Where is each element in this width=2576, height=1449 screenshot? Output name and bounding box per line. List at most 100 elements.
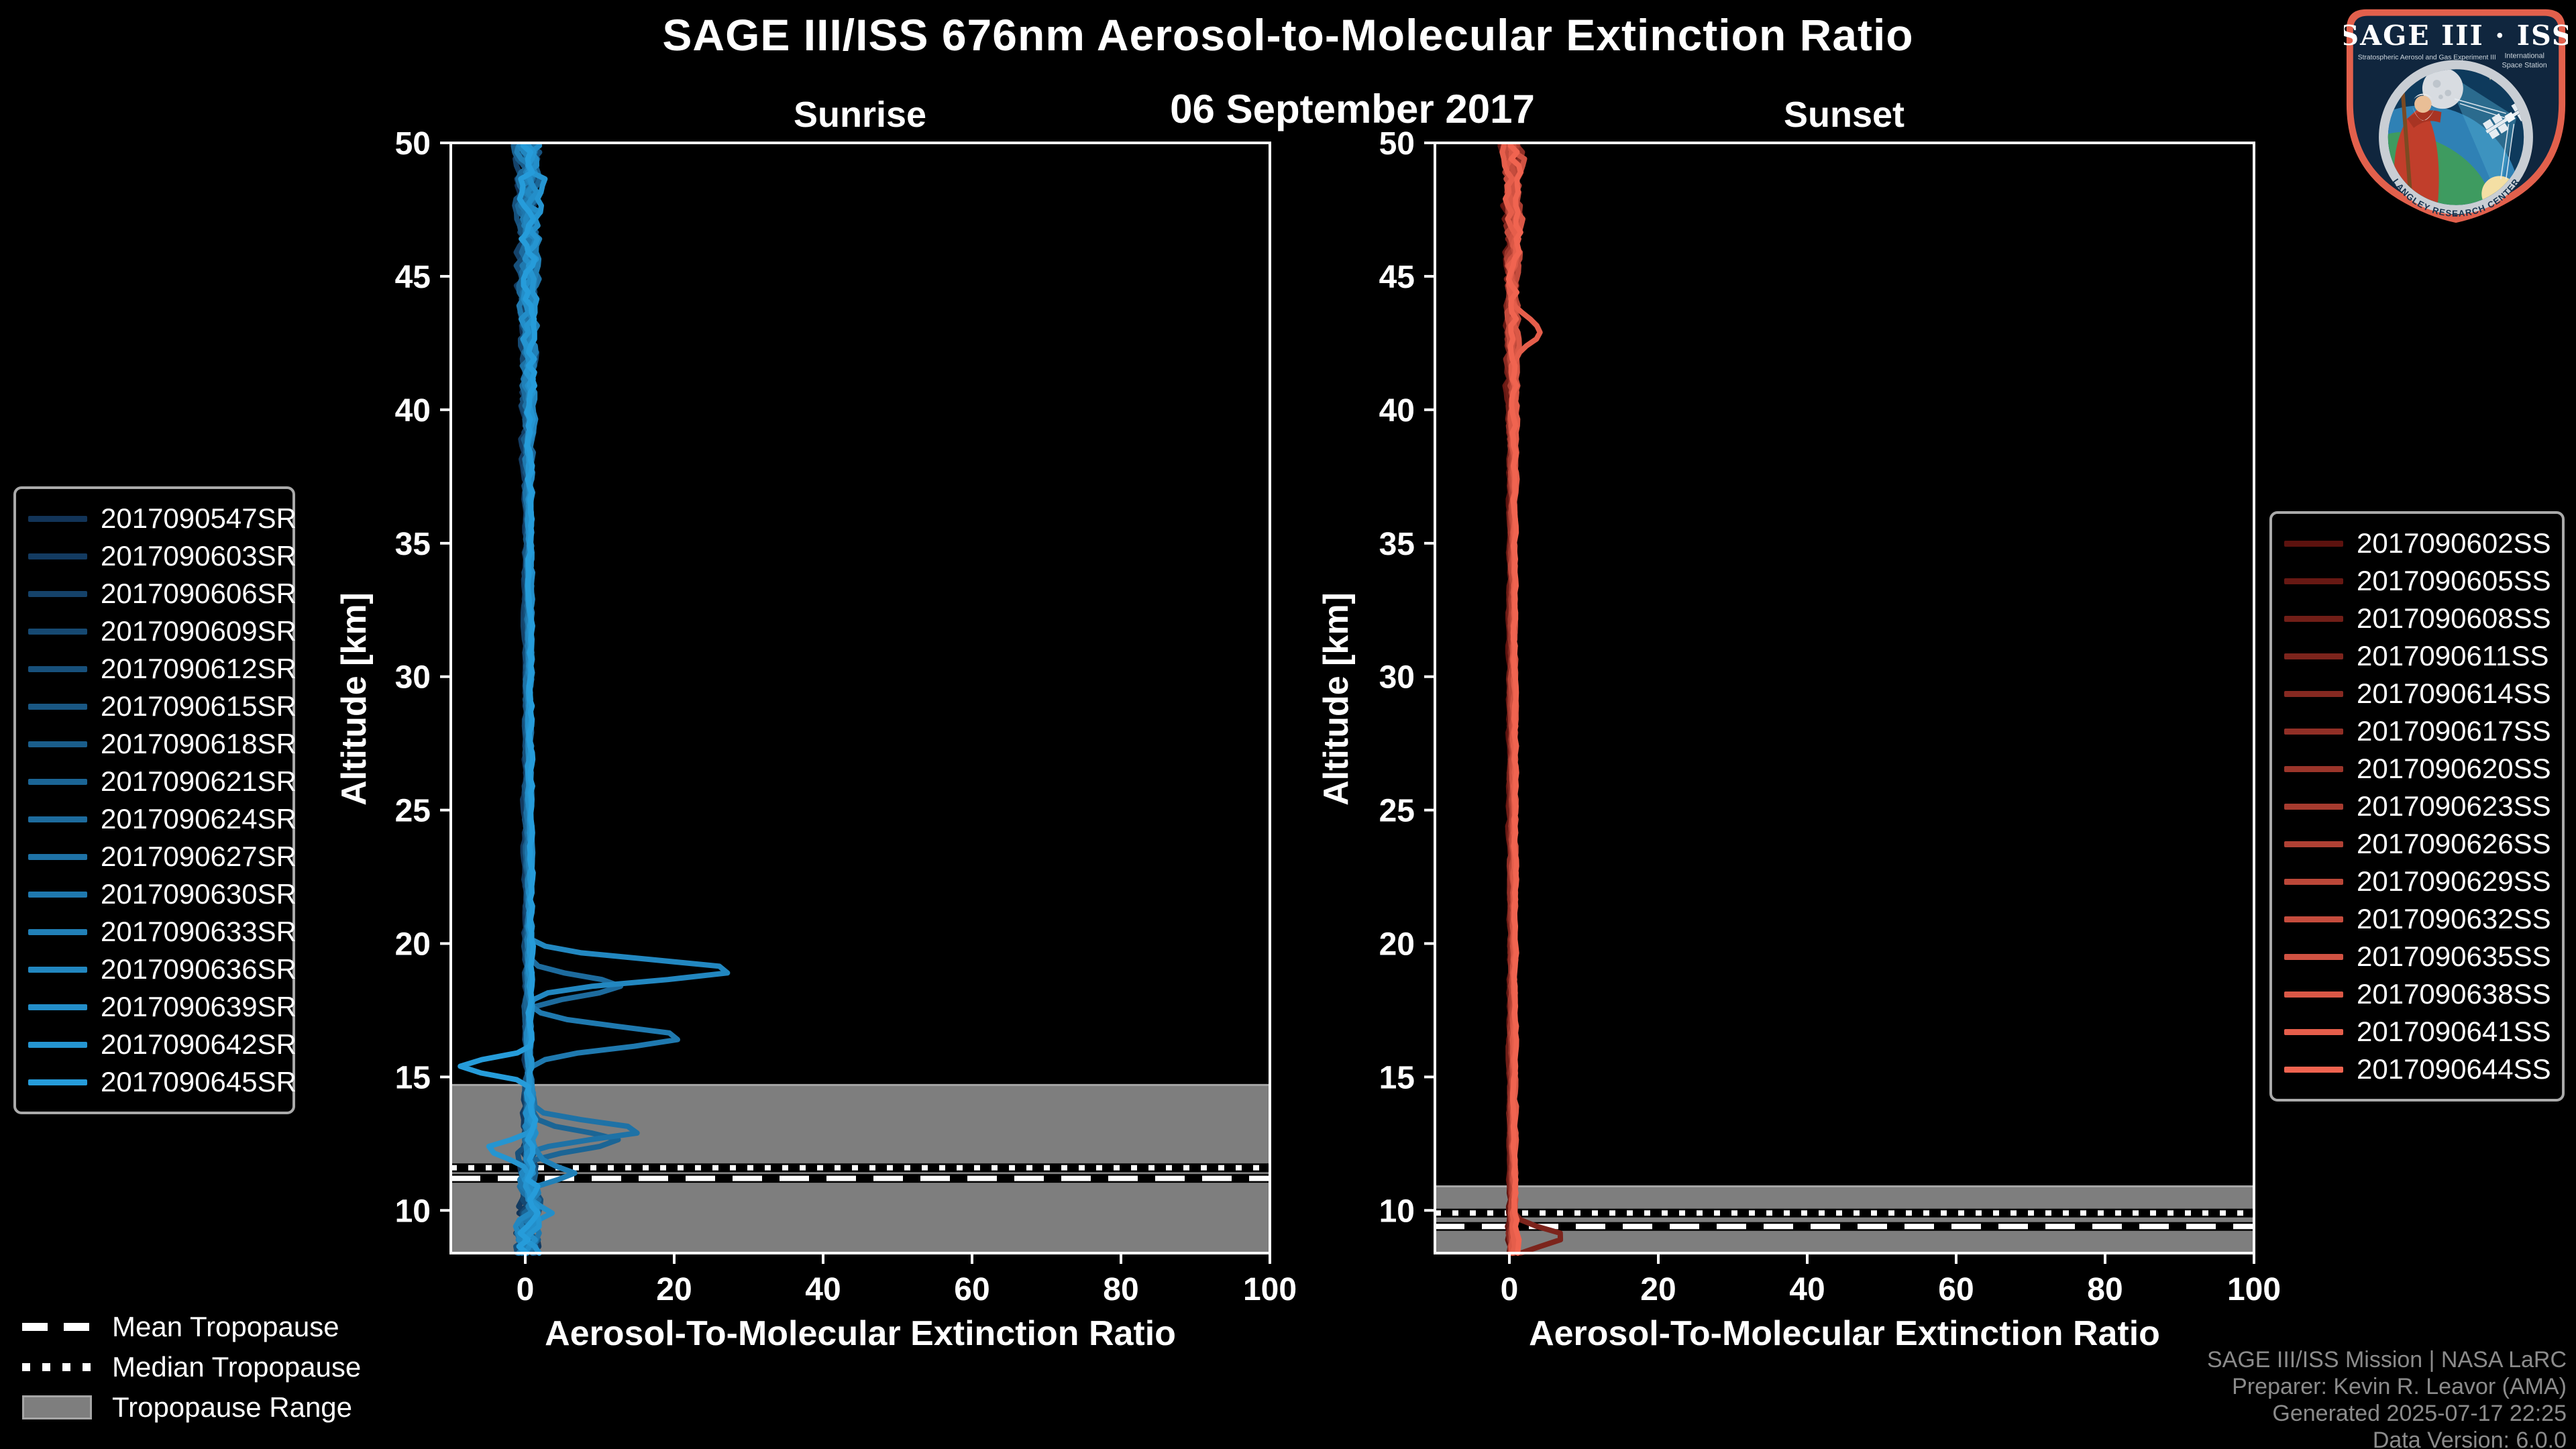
- y-tick-label: 30: [1379, 660, 1415, 696]
- mission-credit: SAGE III/ISS Mission | NASA LaRC: [2206, 1347, 2567, 1373]
- legend-item: 2017090602SS: [2284, 525, 2551, 562]
- legend-label: 2017090621SR: [101, 765, 297, 797]
- legend-item: 2017090635SS: [2284, 938, 2551, 975]
- legend-swatch: [2284, 991, 2343, 998]
- legend-swatch: [28, 741, 87, 747]
- legend-item: 2017090630SR: [28, 875, 297, 913]
- legend-swatch: [28, 553, 87, 559]
- x-tick-label: 40: [1789, 1272, 1825, 1307]
- legend-swatch: [28, 816, 87, 822]
- x-tick-label: 40: [805, 1272, 841, 1307]
- y-tick-label: 35: [395, 527, 431, 562]
- legend-swatch: [2284, 1066, 2343, 1073]
- legend-item: 2017090642SR: [28, 1026, 297, 1063]
- logo-subtitle-right-1: International: [2504, 52, 2544, 60]
- y-tick-label: 20: [395, 927, 431, 963]
- generated-timestamp: Generated 2025-07-17 22:25: [2272, 1401, 2567, 1426]
- moon-icon: [2422, 69, 2463, 109]
- median-tropopause-label: Median Tropopause: [112, 1351, 362, 1383]
- data-version: Data Version: 6.0.0: [2372, 1428, 2567, 1449]
- legend-swatch: [2284, 1028, 2343, 1035]
- mean-tropopause-legend-item: Mean Tropopause: [22, 1307, 361, 1347]
- legend-item: 2017090624SR: [28, 800, 297, 838]
- sunrise-x-axis-label: Aerosol-To-Molecular Extinction Ratio: [545, 1314, 1176, 1353]
- profile-line-2017090645SR: [458, 143, 541, 1256]
- legend-swatch: [28, 1004, 87, 1010]
- sunset-plot: 0 20 40 60 80 100 10 15 20 25 30 35 40 45 50: [1379, 126, 2281, 1307]
- legend-swatch: [2284, 615, 2343, 622]
- legend-swatch: [2284, 916, 2343, 922]
- light-beam: [2444, 71, 2517, 198]
- date-title: 06 September 2017: [1170, 87, 1535, 131]
- legend-label: 2017090638SS: [2357, 978, 2551, 1010]
- y-tick-label: 10: [395, 1193, 431, 1229]
- legend-item: 2017090618SR: [28, 725, 297, 763]
- y-tick-label: 15: [1379, 1060, 1415, 1095]
- median-tropopause-legend-item: Median Tropopause: [22, 1347, 361, 1387]
- legend-label: 2017090623SS: [2357, 790, 2551, 822]
- x-tick-label: 20: [656, 1272, 692, 1307]
- legend-item: 2017090612SR: [28, 650, 297, 688]
- legend-swatch: [28, 665, 87, 672]
- y-tick-label: 25: [395, 794, 431, 829]
- legend-label: 2017090635SS: [2357, 941, 2551, 972]
- legend-label: 2017090602SS: [2357, 527, 2551, 559]
- x-tick-label: 80: [1103, 1272, 1138, 1307]
- legend-label: 2017090603SR: [101, 540, 297, 572]
- legend-swatch: [28, 1079, 87, 1085]
- legend-label: 2017090617SS: [2357, 715, 2551, 747]
- legend-label: 2017090612SR: [101, 653, 297, 684]
- x-tick-label: 0: [1501, 1272, 1519, 1307]
- sunrise-y-axis-label: Altitude [km]: [335, 592, 374, 806]
- sunset-legend: 2017090602SS 2017090605SS 2017090608SS 2017…: [2269, 511, 2565, 1102]
- dotted-line-icon: [22, 1363, 92, 1371]
- legend-label: 2017090626SS: [2357, 828, 2551, 859]
- legend-item: 2017090621SR: [28, 763, 297, 800]
- logo-title: SAGE III · ISS: [2344, 19, 2568, 52]
- legend-swatch: [28, 515, 87, 522]
- legend-swatch: [2284, 653, 2343, 659]
- y-tick-label: 50: [1379, 126, 1415, 162]
- sunrise-plot: 0 20 40 60 80 100 10 15 20 25 30 35 40 45 50: [395, 126, 1297, 1307]
- tropopause-range-legend-item: Tropopause Range: [22, 1387, 361, 1428]
- legend-item: 2017090614SS: [2284, 675, 2551, 712]
- sunset-x-axis-label: Aerosol-To-Molecular Extinction Ratio: [1529, 1314, 2160, 1353]
- legend-swatch: [2284, 841, 2343, 847]
- x-tick-label: 60: [1938, 1272, 1974, 1307]
- legend-item: 2017090620SS: [2284, 750, 2551, 788]
- legend-item: 2017090632SS: [2284, 900, 2551, 938]
- legend-item: 2017090645SR: [28, 1063, 297, 1101]
- y-tick-label: 50: [395, 126, 431, 162]
- legend-item: 2017090547SR: [28, 500, 297, 537]
- legend-swatch: [28, 891, 87, 898]
- x-tick-label: 20: [1640, 1272, 1676, 1307]
- x-tick-label: 0: [517, 1272, 535, 1307]
- preparer-credit: Preparer: Kevin R. Leavor (AMA): [2232, 1374, 2567, 1399]
- legend-label: 2017090642SR: [101, 1028, 297, 1060]
- sage-iss-logo-icon: SAGE III · ISS Stratospheric Aerosol and…: [2344, 5, 2568, 223]
- dashed-line-icon: [22, 1323, 92, 1331]
- x-tick-label: 60: [954, 1272, 989, 1307]
- legend-label: 2017090644SS: [2357, 1053, 2551, 1085]
- y-tick-label: 20: [1379, 927, 1415, 963]
- legend-item: 2017090629SS: [2284, 863, 2551, 900]
- y-tick-label: 10: [1379, 1193, 1415, 1229]
- legend-swatch: [2284, 690, 2343, 697]
- legend-label: 2017090632SS: [2357, 903, 2551, 934]
- legend-label: 2017090627SR: [101, 841, 297, 872]
- logo-subtitle-left: Stratospheric Aerosol and Gas Experiment…: [2358, 54, 2496, 62]
- legend-swatch: [2284, 878, 2343, 885]
- legend-label: 2017090633SR: [101, 916, 297, 947]
- legend-swatch: [28, 628, 87, 635]
- legend-swatch: [28, 853, 87, 860]
- sunrise-subtitle: Sunrise: [793, 95, 927, 135]
- legend-item: 2017090638SS: [2284, 975, 2551, 1013]
- legend-item: 2017090617SS: [2284, 712, 2551, 750]
- x-tick-label: 100: [1243, 1272, 1297, 1307]
- y-tick-label: 30: [395, 660, 431, 696]
- axes-frame: [1434, 142, 2255, 1254]
- legend-item: 2017090606SR: [28, 575, 297, 612]
- legend-item: 2017090615SR: [28, 688, 297, 725]
- profile-line-2017090644SS: [1505, 143, 1523, 1256]
